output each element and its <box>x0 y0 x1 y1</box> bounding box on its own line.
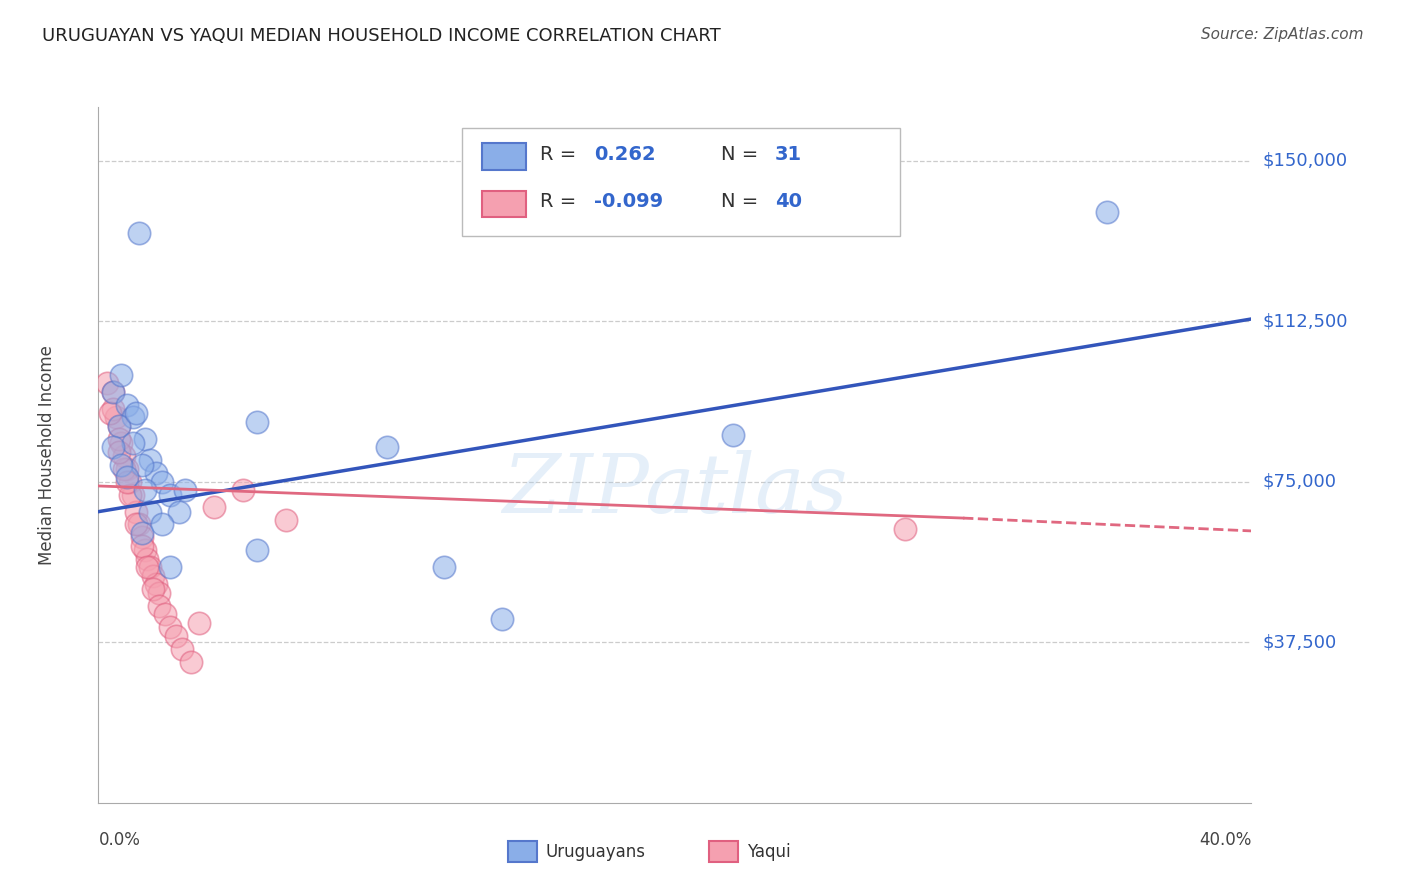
FancyBboxPatch shape <box>482 144 526 169</box>
Text: 40: 40 <box>775 192 803 211</box>
Point <box>170 641 193 656</box>
Point <box>375 441 398 455</box>
Text: Uruguayans: Uruguayans <box>546 843 645 861</box>
FancyBboxPatch shape <box>710 841 738 862</box>
Point <box>274 513 297 527</box>
Text: Source: ZipAtlas.com: Source: ZipAtlas.com <box>1201 27 1364 42</box>
Point <box>134 432 156 446</box>
Point <box>131 526 153 541</box>
Point <box>142 569 165 583</box>
FancyBboxPatch shape <box>482 191 526 217</box>
Point <box>117 475 138 489</box>
Text: R =: R = <box>540 145 576 164</box>
Point <box>153 607 176 622</box>
Point <box>1097 205 1119 219</box>
Text: 0.262: 0.262 <box>595 145 655 164</box>
Point <box>107 432 129 446</box>
Point <box>122 436 145 450</box>
Point <box>433 560 456 574</box>
Point <box>139 453 162 467</box>
Point <box>110 436 132 450</box>
Point <box>131 539 153 553</box>
Point <box>136 560 159 574</box>
Point <box>246 543 269 558</box>
Point <box>136 551 159 566</box>
Point <box>721 427 744 442</box>
Point <box>148 586 170 600</box>
Point <box>131 530 153 544</box>
Point <box>125 406 148 420</box>
Point <box>125 505 148 519</box>
Point <box>188 615 211 630</box>
Point <box>159 560 181 574</box>
Point <box>101 384 124 399</box>
Point <box>107 444 129 458</box>
Point <box>110 458 132 472</box>
Point <box>110 368 132 382</box>
Point <box>894 522 917 536</box>
Point <box>96 376 118 391</box>
Point <box>145 466 167 480</box>
Text: 0.0%: 0.0% <box>98 830 141 848</box>
Text: 40.0%: 40.0% <box>1199 830 1251 848</box>
Point <box>145 577 167 591</box>
Text: $150,000: $150,000 <box>1263 152 1347 169</box>
Point <box>98 406 121 420</box>
Point <box>125 517 148 532</box>
Point <box>122 487 145 501</box>
Point <box>128 227 150 241</box>
Point <box>112 449 135 463</box>
Point <box>120 487 142 501</box>
Point <box>150 475 173 489</box>
Point <box>117 398 138 412</box>
FancyBboxPatch shape <box>508 841 537 862</box>
Text: $37,500: $37,500 <box>1263 633 1337 651</box>
Point <box>139 505 162 519</box>
Text: N =: N = <box>721 145 758 164</box>
Point <box>202 500 225 515</box>
Point <box>117 462 138 476</box>
Point <box>122 410 145 425</box>
Text: -0.099: -0.099 <box>595 192 664 211</box>
Point <box>134 483 156 498</box>
Point <box>112 462 135 476</box>
Text: 31: 31 <box>775 145 803 164</box>
Point <box>150 517 173 532</box>
Text: N =: N = <box>721 192 758 211</box>
Point <box>101 441 124 455</box>
Text: $112,500: $112,500 <box>1263 312 1348 330</box>
Point <box>131 458 153 472</box>
Text: Median Household Income: Median Household Income <box>38 345 56 565</box>
Point <box>128 517 150 532</box>
Point <box>231 483 254 498</box>
Point <box>101 401 124 416</box>
Point <box>148 599 170 613</box>
Point <box>167 505 190 519</box>
Point <box>180 655 202 669</box>
Point <box>246 415 269 429</box>
Point <box>117 470 138 484</box>
Point <box>142 582 165 596</box>
Text: $75,000: $75,000 <box>1263 473 1337 491</box>
Text: Yaqui: Yaqui <box>748 843 792 861</box>
Point <box>101 384 124 399</box>
Point <box>159 487 181 501</box>
Point <box>107 419 129 434</box>
Text: R =: R = <box>540 192 576 211</box>
Point <box>159 620 181 634</box>
Point <box>104 410 127 425</box>
Point <box>107 419 129 434</box>
FancyBboxPatch shape <box>461 128 900 235</box>
Point <box>165 629 187 643</box>
Point <box>120 475 142 489</box>
Point <box>139 560 162 574</box>
Point <box>491 612 513 626</box>
Text: URUGUAYAN VS YAQUI MEDIAN HOUSEHOLD INCOME CORRELATION CHART: URUGUAYAN VS YAQUI MEDIAN HOUSEHOLD INCO… <box>42 27 721 45</box>
Point <box>174 483 197 498</box>
Text: ZIPatlas: ZIPatlas <box>502 450 848 530</box>
Point <box>134 543 156 558</box>
